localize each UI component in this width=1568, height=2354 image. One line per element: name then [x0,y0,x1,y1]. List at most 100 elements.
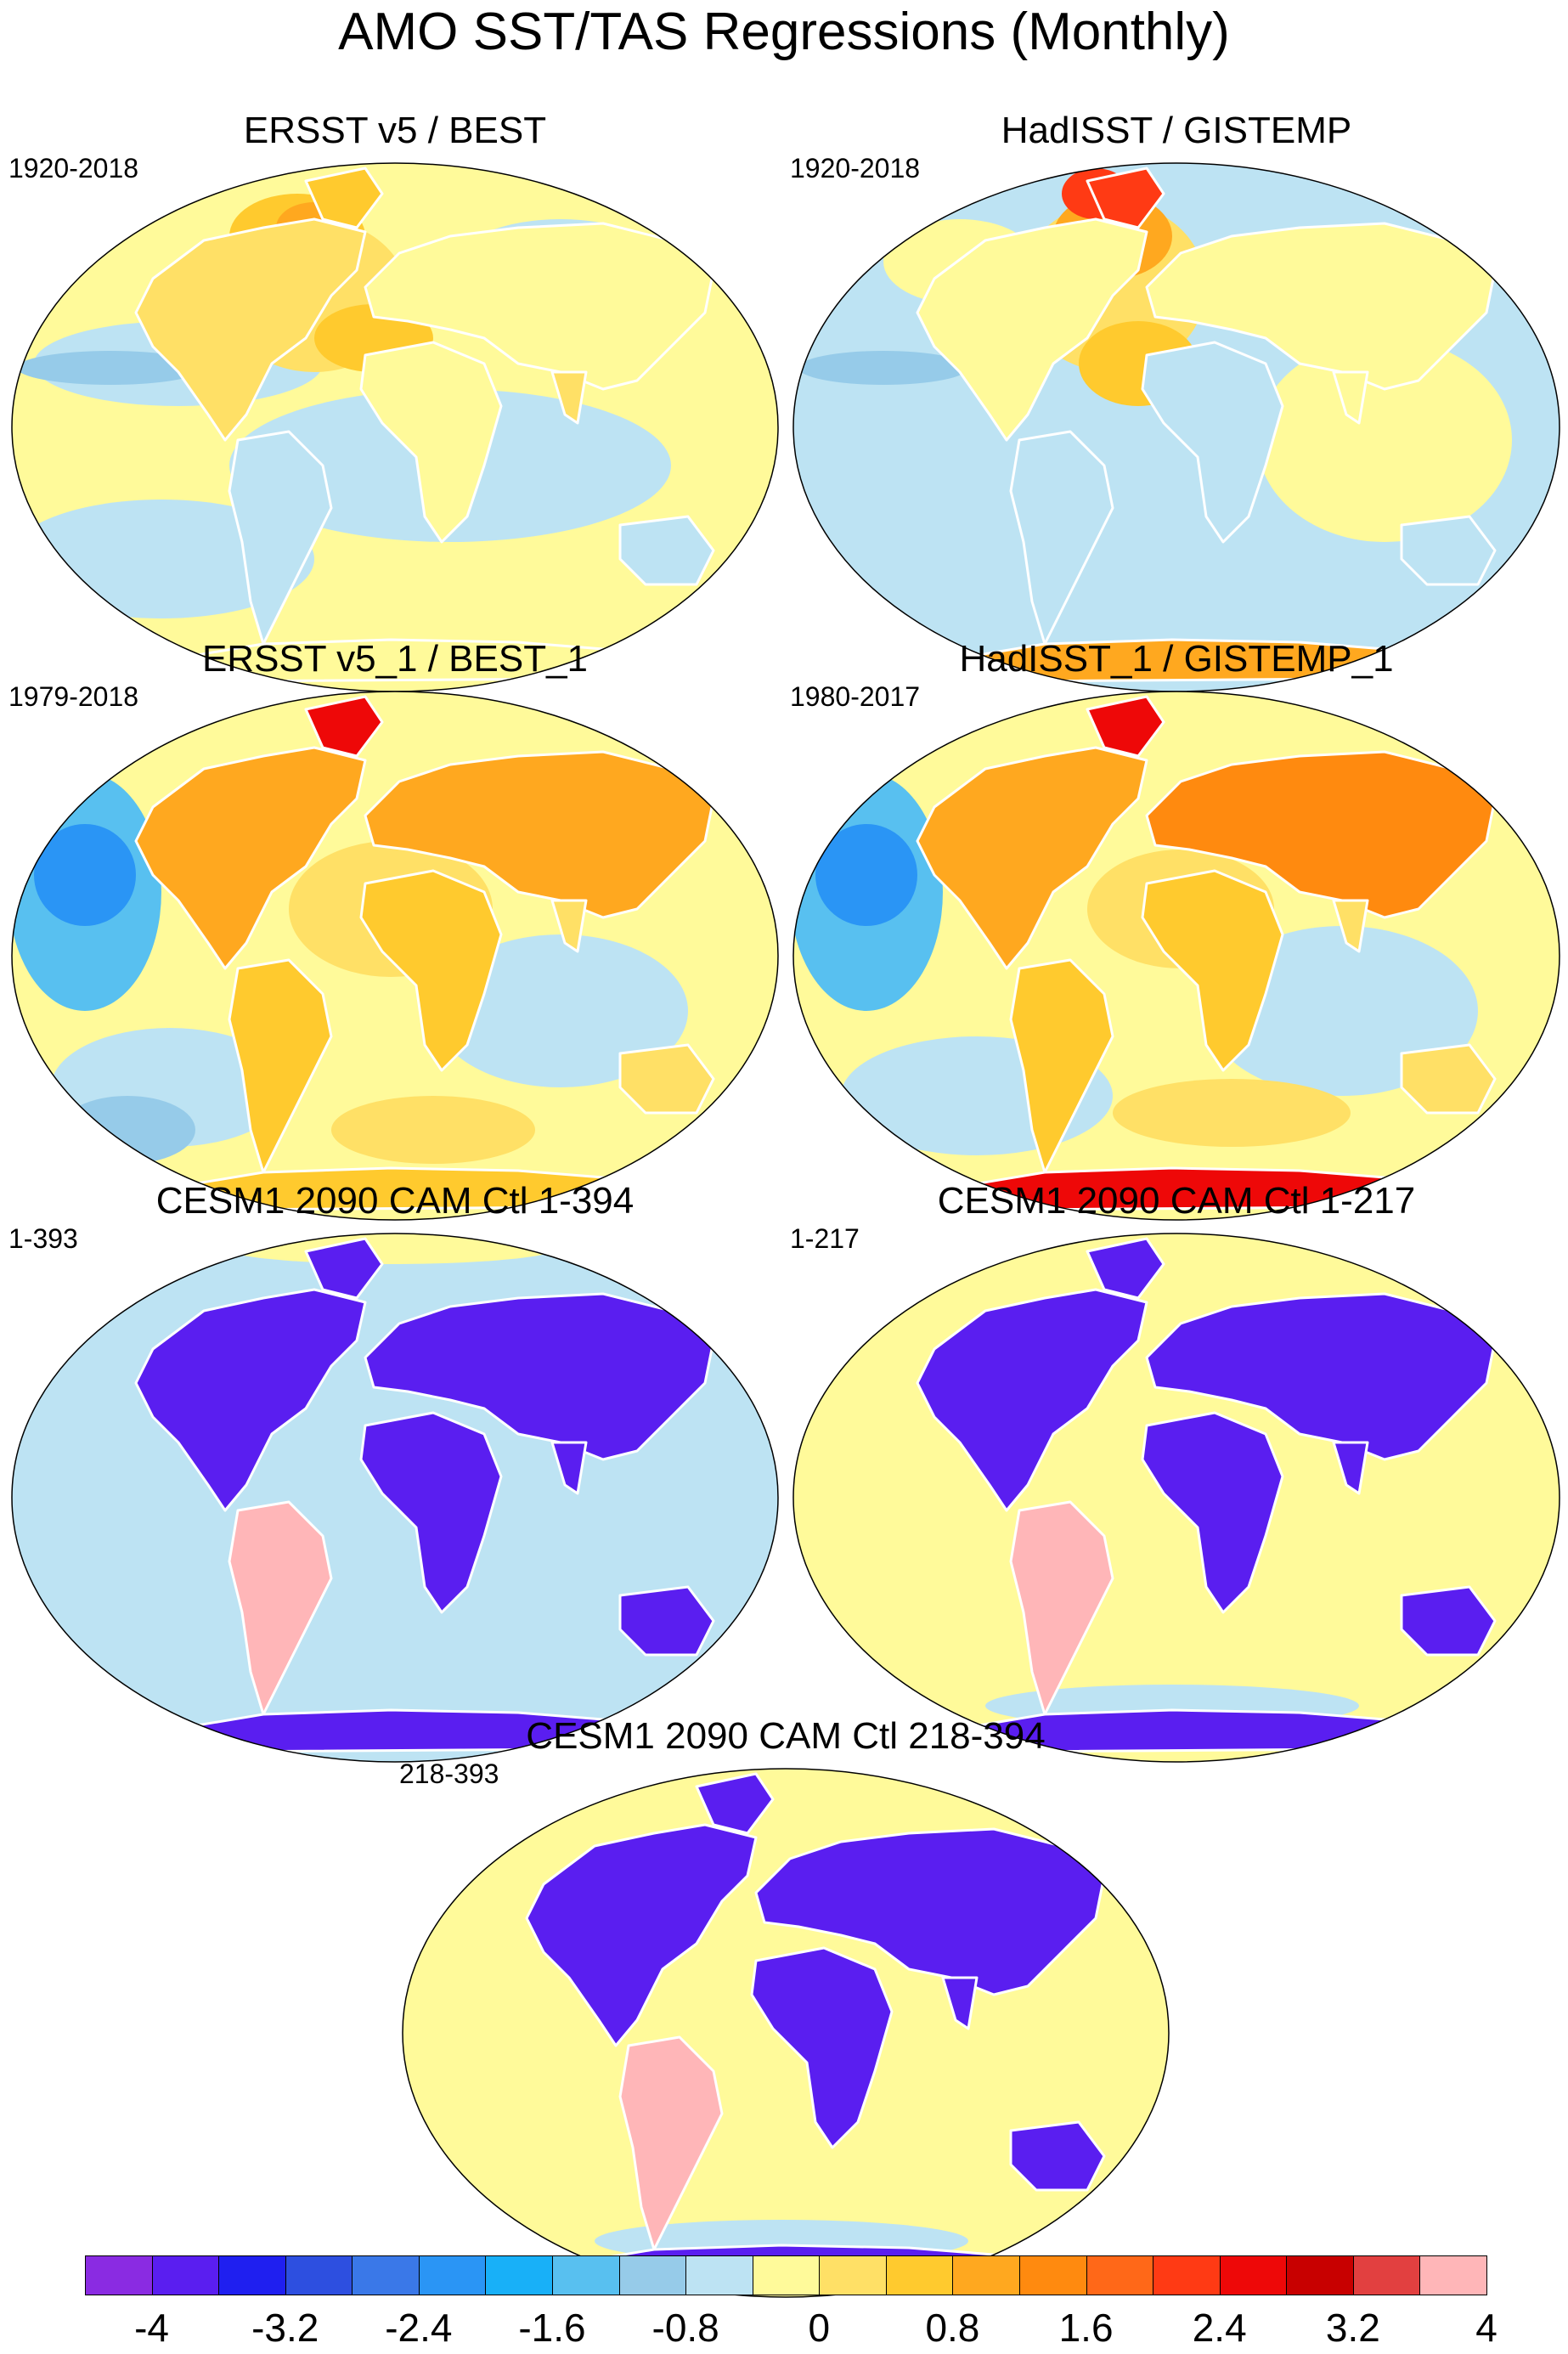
continent-eurasia [1145,1292,1497,1461]
map-border [11,691,779,1221]
colorbar-swatch [1086,2255,1154,2295]
colorbar-tick-label: 0.8 [925,2306,980,2350]
continent-india [550,899,588,953]
colorbar-tick-label: -4 [134,2306,170,2350]
map-border [402,1768,1170,2298]
continent-india [550,1441,588,1495]
continent-eurasia [364,1292,715,1461]
panel-period: 1920-2018 [790,153,921,183]
figure-title: AMO SST/TAS Regressions (Monthly) [338,3,1230,61]
map-panel-ersst-best-1: ERSST v5_1 / BEST_1 1979-2018 [8,637,781,1223]
map-projection [11,162,779,692]
continent-north-america [916,746,1148,970]
continent-africa [1141,1411,1284,1614]
colorbar-swatch [952,2255,1020,2295]
panel-period: 1979-2018 [8,681,139,712]
colorbar-tick-label: 0 [808,2306,831,2350]
panel-title: HadISST / GISTEMP [1001,110,1352,151]
continent-greenland [304,695,384,758]
map-projection [792,162,1560,692]
colorbar-tick-label: 3.2 [1325,2306,1380,2350]
continent-australia [618,515,715,586]
anomaly-contour [815,824,917,926]
continent-north-america [916,1288,1148,1512]
panel-title: ERSST v5 / BEST [243,110,547,151]
colorbar-tick-label: -2.4 [385,2306,453,2350]
anomaly-contour [1257,338,1512,542]
map-projection [792,1233,1560,1763]
continent-australia [618,1585,715,1657]
panel-title: CESM1 2090 CAM Ctl 1-394 [155,1180,635,1222]
colorbar-tick-label: -0.8 [651,2306,719,2350]
panel-title: CESM1 2090 CAM Ctl 218-394 [526,1715,1046,1757]
colorbar-swatch [1019,2255,1087,2295]
colorbar-swatch [819,2255,887,2295]
continent-eurasia [364,750,715,919]
colorbar-tick-label: -3.2 [251,2306,319,2350]
map-panel-cesm1-218-394: CESM1 2090 CAM Ctl 218-394 218-393 [399,1714,1172,2300]
colorbar-swatch [218,2255,286,2295]
continent-australia [1400,515,1497,586]
colorbar: -4 -3.2 -2.4 -1.6 -0.8 0 0.8 1.6 2.4 3.2 4 [85,2255,1497,2350]
colorbar-swatch [151,2255,220,2295]
colorbar-tick-label: 1.6 [1058,2306,1114,2350]
continent-australia [1009,2120,1106,2192]
continent-south-america [1009,430,1114,646]
continent-eurasia [1145,222,1497,391]
continent-africa [750,1946,894,2149]
colorbar-tick-label: 2.4 [1192,2306,1247,2350]
panel-title: CESM1 2090 CAM Ctl 1-217 [937,1180,1416,1222]
continent-india [1332,899,1369,953]
continent-africa [1141,341,1284,544]
continent-south-america [1009,958,1114,1174]
continent-india [941,1976,979,2030]
continent-eurasia [1145,750,1497,919]
continent-india [550,370,588,425]
continent-south-america [1009,1500,1114,1716]
continent-africa [1141,869,1284,1072]
colorbar-tick-label: -1.6 [518,2306,586,2350]
continent-north-america [134,1288,367,1512]
anomaly-contour [433,934,688,1087]
map-projection [11,691,779,1221]
continent-south-america [228,430,333,646]
map-projection [402,1768,1170,2298]
panel-period: 1-217 [790,1223,860,1254]
continent-north-america [525,1823,758,2047]
continent-south-america [228,1500,333,1716]
continent-eurasia [364,222,715,391]
anomaly-contour [34,824,136,926]
anomaly-contour [1113,1079,1351,1147]
map-panel-hadisst-gistemp-1: HadISST_1 / GISTEMP_1 1980-2017 [790,637,1563,1223]
panel-period: 1920-2018 [8,153,139,183]
continent-greenland [304,167,384,229]
map-projection [11,1233,779,1763]
colorbar-swatch [552,2255,620,2295]
continent-greenland [304,1237,384,1300]
colorbar-tick-label: 4 [1475,2306,1497,2350]
anomaly-contour [798,351,968,385]
colorbar-swatch [618,2255,687,2295]
anomaly-contour [17,351,204,385]
colorbar-swatch [752,2255,821,2295]
continent-north-america [916,217,1148,442]
anomaly-contour [331,1096,535,1164]
colorbar-swatch [418,2255,487,2295]
colorbar-swatch [1153,2255,1221,2295]
panel-title: HadISST_1 / GISTEMP_1 [959,638,1394,680]
colorbar-swatch [285,2255,353,2295]
panel-period: 218-393 [399,1758,499,1789]
colorbar-swatch [352,2255,420,2295]
panel-period: 1-393 [8,1223,78,1254]
colorbar-swatch [485,2255,553,2295]
continent-africa [359,341,503,544]
map-panel-cesm1-1-394: CESM1 2090 CAM Ctl 1-394 1-393 [8,1179,781,1765]
continent-greenland [1086,1237,1165,1300]
map-panel-hadisst-gistemp: HadISST / GISTEMP 1920-2018 [790,109,1563,695]
continent-north-america [134,746,367,970]
continent-south-america [228,958,333,1174]
continent-india [1332,370,1369,425]
continent-australia [618,1043,715,1115]
panel-period: 1980-2017 [790,681,921,712]
continent-greenland [1086,167,1165,229]
